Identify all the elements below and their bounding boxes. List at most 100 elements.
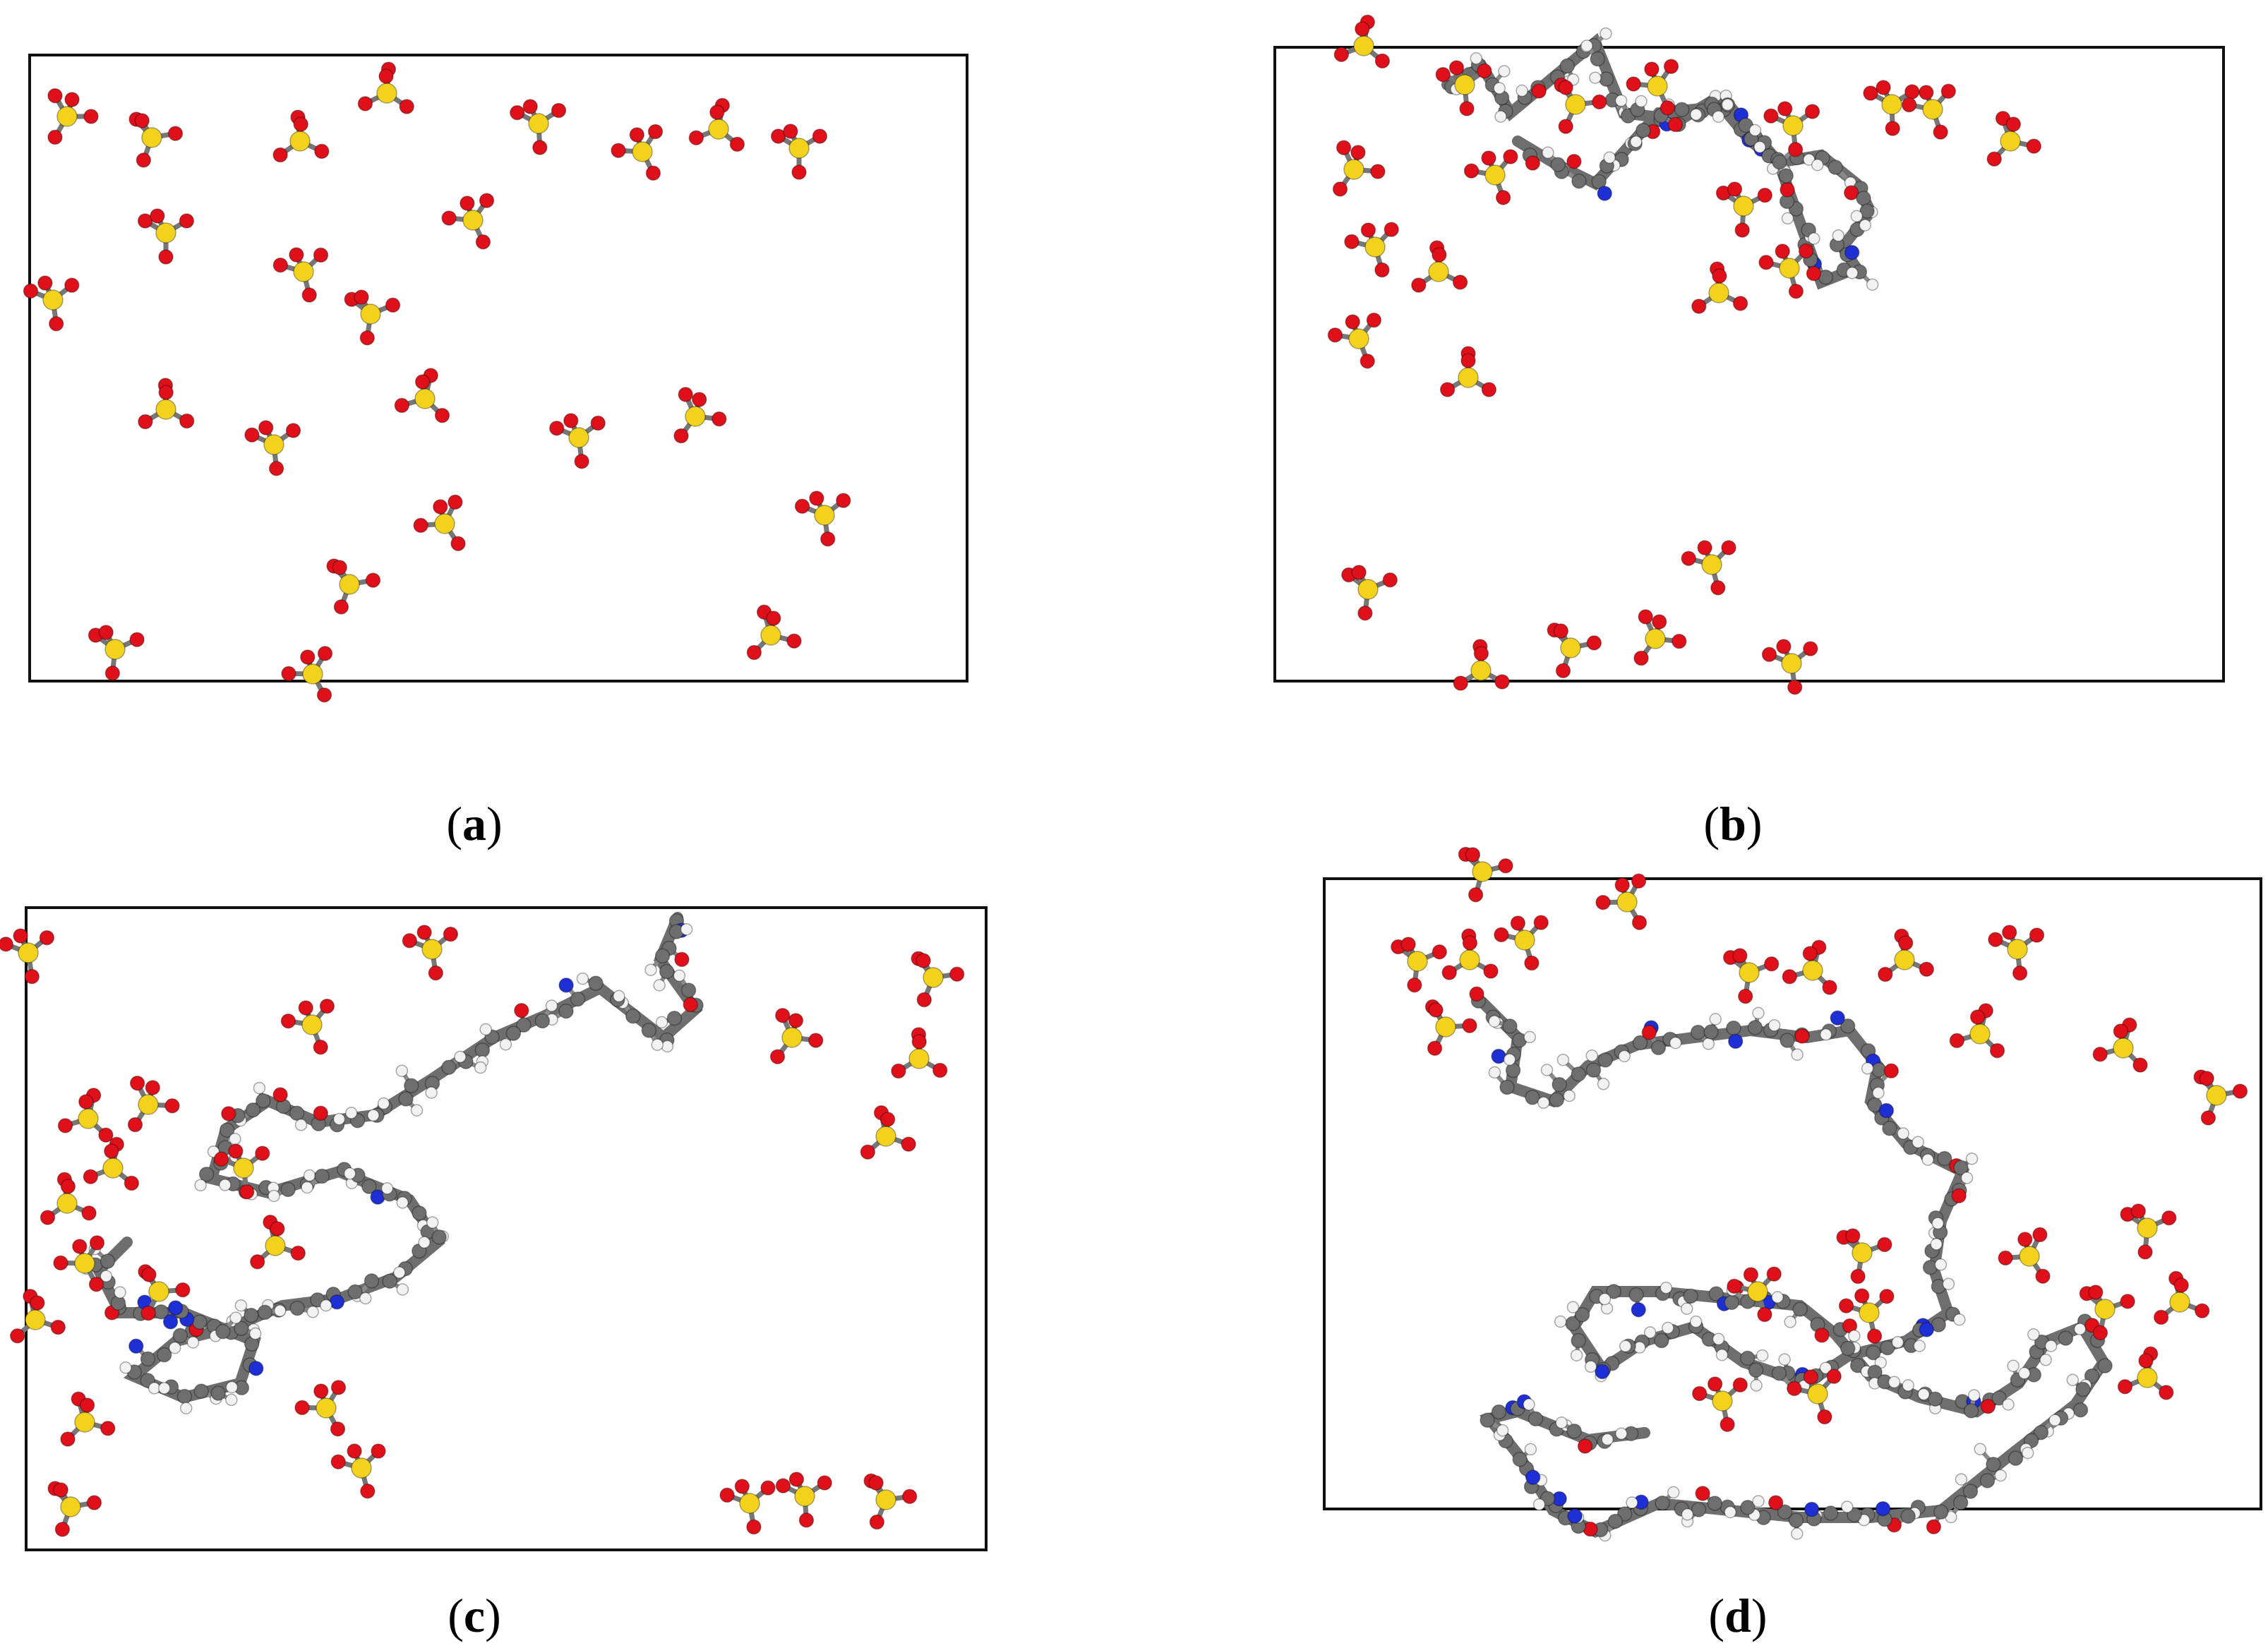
hydrogen-atom [332,1112,346,1126]
hydrogen-atom [1524,1443,1537,1456]
oxygen-atom [1667,116,1684,133]
carbon-atom [244,1307,259,1323]
oxygen-atom [1877,1237,1892,1253]
oxygen-atom [249,1254,265,1270]
nitrogen-atom [1844,244,1860,260]
oxygen-atom [786,633,802,649]
oxygen-atom [916,992,932,1008]
oxygen-atom [145,1080,161,1095]
sulfate-ion [1441,928,1499,980]
sulfate-ion [23,275,80,332]
carbon-atom [1900,1508,1916,1524]
oxygen-atom [673,428,689,444]
sulfur-atom [1647,76,1668,97]
oxygen-atom [293,116,308,132]
oxygen-atom [1460,353,1476,368]
oxygen-atom [158,249,174,265]
polymer-chain-c [80,912,704,1414]
oxygen-atom [1641,1025,1657,1040]
oxygen-atom [1803,1369,1819,1385]
oxygen-atom [365,572,381,588]
oxygen-atom [1400,937,1416,952]
carbon-atom [2097,1358,2113,1373]
carbon-atom [1674,102,1690,117]
sulfate-ion [1949,1003,2005,1059]
oxygen-atom [104,1143,119,1159]
sulfate-ion [769,1007,824,1064]
sulfate-ion [128,112,184,168]
hydrogen-atom [1791,1527,1804,1540]
oxygen-atom [712,411,727,427]
oxygen-atom [1940,83,1957,100]
oxygen-atom [1681,551,1696,566]
oxygen-atom [1355,21,1370,37]
oxygen-atom [433,499,448,515]
sulfur-atom [568,427,589,448]
oxygen-atom [60,1179,76,1194]
oxygen-atom [674,951,690,968]
hydrogen-atom [294,1119,308,1131]
oxygen-atom [280,1013,296,1029]
carbon-atom [314,1168,330,1184]
carbon-atom [1792,1301,1808,1317]
oxygen-atom [1614,877,1630,893]
oxygen-atom [1631,873,1647,889]
sulfur-atom [265,1235,286,1256]
oxygen-atom [1595,894,1611,910]
carbon-atom [1502,1018,1518,1034]
hydrogen-atom [1597,1078,1610,1090]
carbon-atom [1512,1451,1528,1467]
sulfate-ion [394,368,450,423]
hydrogen-atom [576,972,589,985]
oxygen-atom [1695,1486,1710,1501]
oxygen-atom [1727,1278,1742,1294]
hydrogen-atom [1912,1136,1924,1148]
carbon-atom [1650,1040,1667,1056]
sulfate-ion [719,1479,776,1535]
oxygen-atom [1644,61,1660,77]
carbon-atom [570,991,586,1007]
oxygen-atom [30,1295,45,1311]
oxygen-atom [294,1400,310,1416]
sulfate-ion [1411,240,1468,293]
nitrogen-atom [128,1338,144,1354]
carbon-atom [505,1026,522,1041]
sulfate-ions-d [1391,846,2248,1433]
oxygen-atom [719,1487,735,1503]
sulfate-ion [1327,312,1382,369]
hydrogen-atom [1768,1019,1781,1032]
oxygen-atom [1926,1519,1942,1535]
oxygen-atom [1481,382,1497,397]
oxygen-atom [175,1282,191,1298]
sulfate-ion [441,193,495,250]
oxygen-atom [869,1514,885,1530]
oxygen-atom [221,1106,236,1121]
oxygen-atom [2005,116,2022,132]
sulfur-atom [632,141,653,162]
hydrogen-atom [1965,1153,1979,1165]
carbon-atom [100,1253,116,1269]
hydrogen-atom [1846,267,1859,279]
nitrogen-atom [1727,1033,1744,1049]
oxygen-atom [2173,1277,2189,1293]
oxygen-atom [268,461,284,476]
hydrogen-atom [343,1167,356,1180]
sulfate-ions-a [23,61,851,703]
oxygen-atom [949,966,965,982]
oxygen-atom [134,113,150,128]
carbon-atom [1748,1362,1764,1378]
oxygen-atom [509,104,525,121]
hydrogen-atom [474,1061,487,1074]
hydrogen-atom [1496,1424,1509,1437]
carbon-atom [1979,1473,1996,1488]
oxygen-atom [1989,1042,2005,1059]
sulfate-ion [1691,261,1748,314]
carbon-atom [1740,1500,1756,1515]
sulfur-atom [1779,258,1800,279]
sulfur-atom [1343,159,1364,180]
panel-caption-c: (c) [448,1589,501,1642]
hydrogen-atom [253,1081,266,1095]
carbon-atom [1598,71,1614,87]
carbon-atom [172,1328,188,1344]
carbon-atom [1632,1035,1648,1051]
